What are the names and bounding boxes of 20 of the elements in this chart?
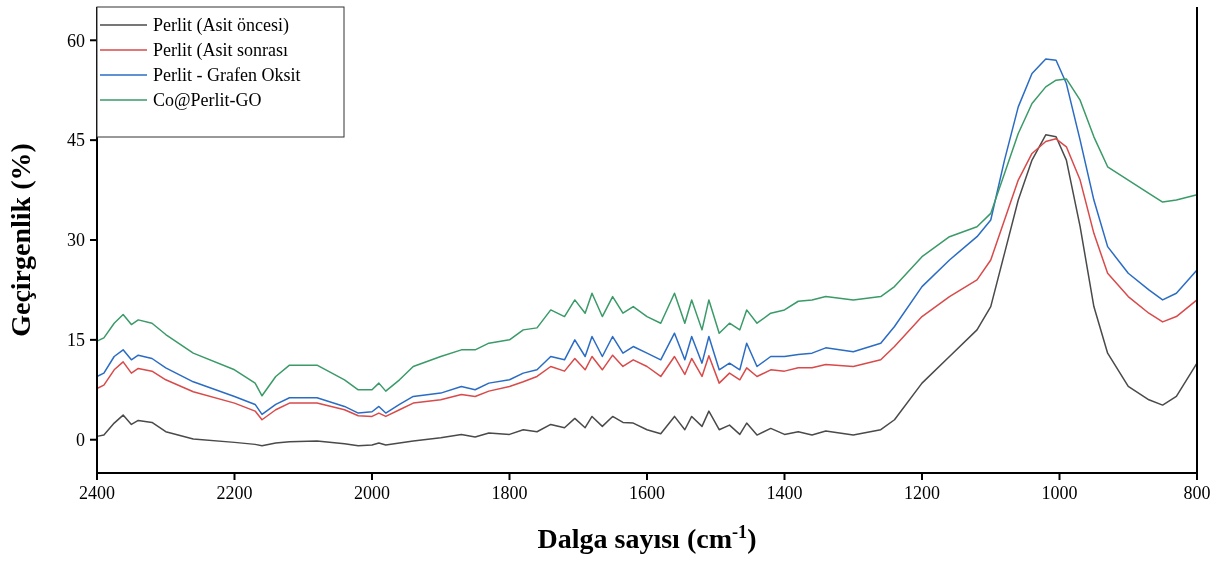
x-tick-label: 2400 xyxy=(79,483,115,503)
x-tick-label: 1200 xyxy=(904,483,940,503)
x-tick-label: 1000 xyxy=(1041,483,1078,503)
x-tick-label: 2200 xyxy=(216,483,253,503)
legend-label: Perlit (Asit sonrası xyxy=(153,40,288,62)
y-tick-label: 15 xyxy=(67,330,85,351)
x-axis-title: Dalga sayısı (cm$^{-1}$) xyxy=(537,522,757,554)
x-tick-label: 2000 xyxy=(354,483,390,503)
x-tick-label: 1800 xyxy=(491,483,528,503)
y-axis-title: Geçirgenlik (%) xyxy=(5,143,36,337)
y-tick-label: 60 xyxy=(67,30,85,51)
y-tick-label: 0 xyxy=(76,430,85,451)
x-tick-label: 800 xyxy=(1183,483,1211,503)
legend-label: Co@Perlit-GO xyxy=(153,90,262,111)
x-tick-label: 1600 xyxy=(629,483,665,503)
legend-label: Perlit (Asit öncesi) xyxy=(153,15,289,37)
y-tick-label: 45 xyxy=(67,130,85,151)
legend-label: Perlit - Grafen Oksit xyxy=(153,65,301,86)
x-tick-label: 1400 xyxy=(766,483,803,503)
y-tick-label: 30 xyxy=(67,230,85,251)
